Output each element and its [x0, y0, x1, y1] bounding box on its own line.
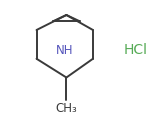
Text: NH: NH [56, 44, 74, 57]
Text: HCl: HCl [124, 43, 148, 57]
Text: CH₃: CH₃ [55, 102, 77, 115]
